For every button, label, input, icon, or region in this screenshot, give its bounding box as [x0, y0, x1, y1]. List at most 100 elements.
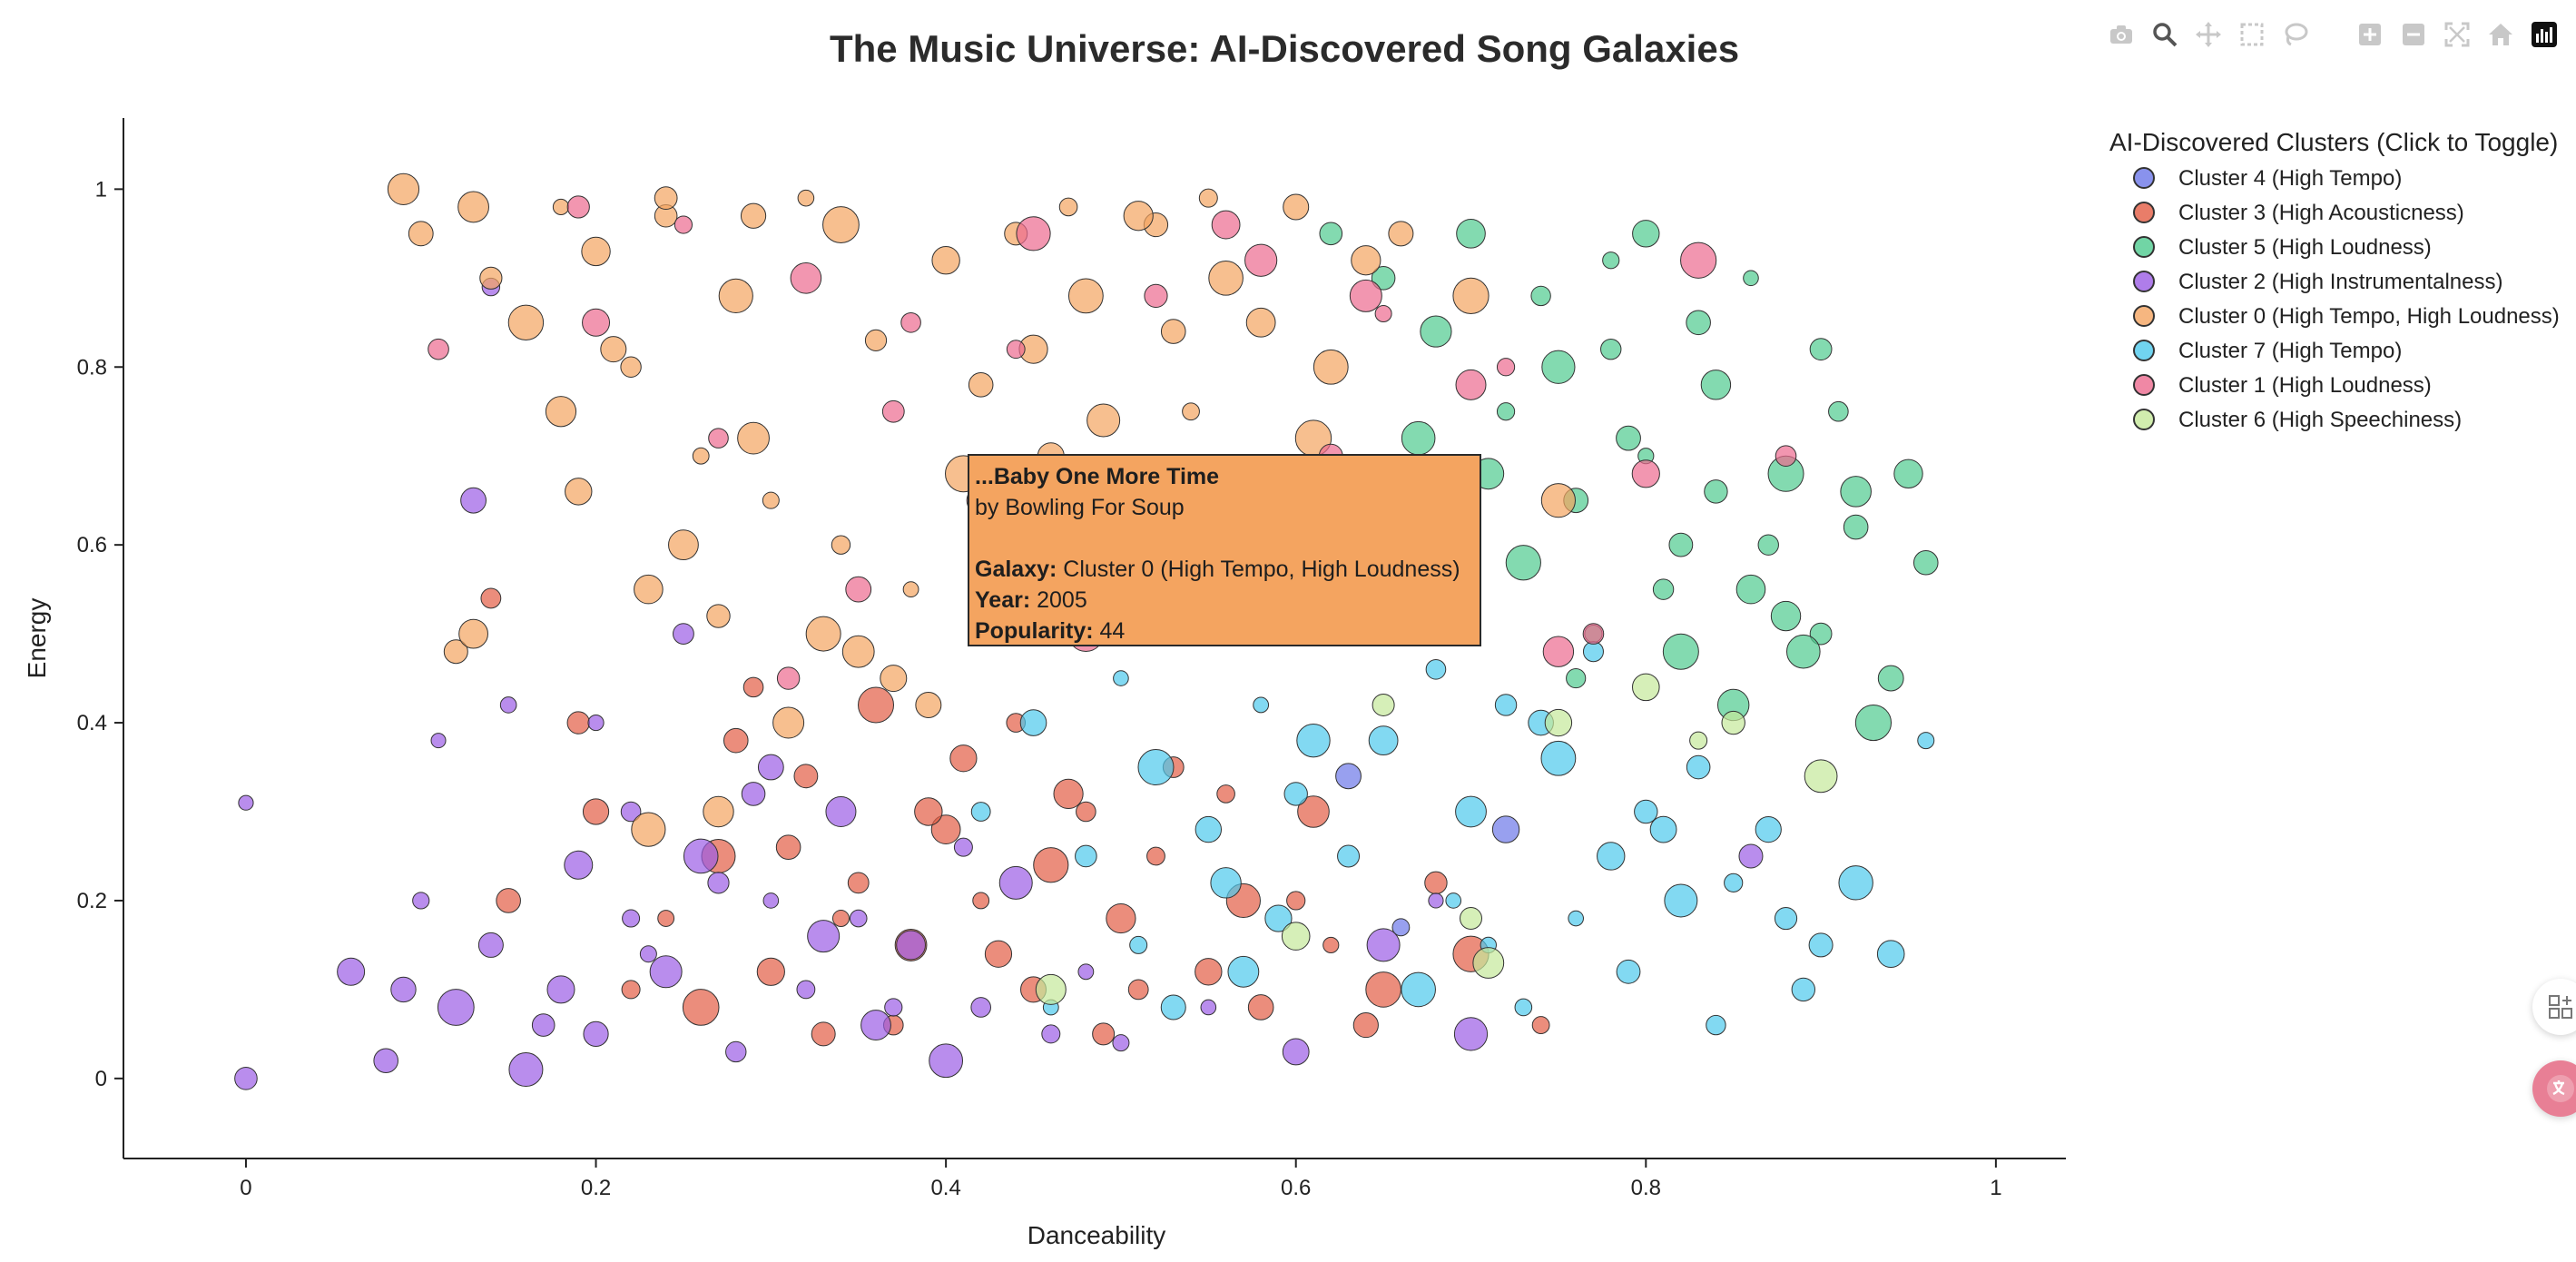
- data-point[interactable]: [1245, 307, 1276, 338]
- pan-icon[interactable]: [2193, 19, 2224, 50]
- data-point[interactable]: [1616, 425, 1641, 451]
- data-point[interactable]: [807, 920, 841, 953]
- data-point[interactable]: [581, 236, 611, 267]
- data-point[interactable]: [1743, 270, 1759, 287]
- data-point[interactable]: [1541, 350, 1576, 384]
- legend-marker[interactable]: [2133, 271, 2155, 292]
- data-point[interactable]: [953, 837, 973, 857]
- data-point[interactable]: [742, 676, 764, 698]
- legend-marker[interactable]: [2133, 409, 2155, 430]
- data-point[interactable]: [831, 535, 851, 555]
- data-point[interactable]: [1689, 731, 1708, 750]
- data-point[interactable]: [1374, 304, 1392, 322]
- data-point[interactable]: [1840, 476, 1872, 508]
- data-point[interactable]: [387, 173, 420, 205]
- data-point[interactable]: [1195, 958, 1223, 986]
- data-point[interactable]: [1700, 370, 1732, 400]
- data-point[interactable]: [915, 691, 942, 718]
- legend-marker[interactable]: [2133, 236, 2155, 258]
- data-point[interactable]: [587, 714, 605, 732]
- camera-icon[interactable]: [2106, 19, 2137, 50]
- data-point[interactable]: [499, 696, 517, 714]
- data-point[interactable]: [1282, 1038, 1310, 1066]
- data-point[interactable]: [741, 782, 766, 806]
- plotly-logo-icon[interactable]: [2529, 19, 2560, 50]
- data-point[interactable]: [723, 727, 749, 754]
- data-point[interactable]: [1092, 1022, 1116, 1046]
- data-point[interactable]: [1530, 285, 1551, 307]
- series-0[interactable]: [1335, 763, 1520, 937]
- data-point[interactable]: [1372, 693, 1395, 716]
- data-point[interactable]: [900, 311, 921, 333]
- data-point[interactable]: [762, 491, 780, 509]
- data-point[interactable]: [1247, 994, 1274, 1020]
- data-point[interactable]: [1735, 574, 1766, 605]
- data-point[interactable]: [725, 1040, 747, 1063]
- data-point[interactable]: [703, 795, 734, 828]
- data-point[interactable]: [1757, 534, 1779, 556]
- lasso-icon[interactable]: [2280, 19, 2311, 50]
- data-point[interactable]: [477, 932, 504, 958]
- data-point[interactable]: [1075, 844, 1097, 868]
- legend-marker[interactable]: [2133, 305, 2155, 327]
- data-point[interactable]: [1602, 251, 1620, 270]
- data-point[interactable]: [858, 686, 895, 724]
- data-point[interactable]: [970, 802, 991, 822]
- data-point[interactable]: [790, 262, 822, 294]
- data-point[interactable]: [1494, 694, 1518, 716]
- data-point[interactable]: [1631, 459, 1660, 488]
- data-point[interactable]: [972, 892, 990, 910]
- data-point[interactable]: [1058, 197, 1078, 217]
- data-point[interactable]: [706, 604, 731, 628]
- data-point[interactable]: [1420, 315, 1452, 348]
- data-point[interactable]: [622, 909, 641, 928]
- data-point[interactable]: [797, 189, 815, 207]
- data-point[interactable]: [805, 616, 841, 652]
- data-point[interactable]: [1216, 784, 1235, 804]
- data-point[interactable]: [1877, 665, 1904, 692]
- data-point[interactable]: [1253, 696, 1270, 714]
- data-point[interactable]: [1582, 641, 1604, 663]
- data-point[interactable]: [1067, 278, 1104, 314]
- data-point[interactable]: [1445, 892, 1462, 909]
- data-point[interactable]: [1208, 261, 1244, 296]
- data-point[interactable]: [1755, 815, 1782, 843]
- data-point[interactable]: [949, 744, 978, 773]
- data-point[interactable]: [1127, 979, 1149, 1001]
- data-point[interactable]: [1106, 902, 1136, 934]
- data-point[interactable]: [825, 796, 857, 827]
- data-point[interactable]: [1917, 732, 1935, 750]
- data-point[interactable]: [234, 1067, 258, 1090]
- data-point[interactable]: [1322, 936, 1340, 954]
- data-point[interactable]: [1668, 532, 1694, 557]
- data-point[interactable]: [1041, 1024, 1061, 1044]
- data-point[interactable]: [707, 872, 730, 894]
- data-point[interactable]: [1137, 749, 1175, 786]
- data-point[interactable]: [657, 910, 675, 927]
- data-point[interactable]: [884, 998, 903, 1017]
- data-point[interactable]: [1283, 193, 1310, 221]
- zoom-out-icon[interactable]: [2398, 19, 2429, 50]
- data-point[interactable]: [1425, 658, 1447, 680]
- data-point[interactable]: [902, 581, 919, 598]
- data-point[interactable]: [1652, 578, 1675, 600]
- data-point[interactable]: [412, 892, 430, 910]
- apps-grid-icon[interactable]: [2532, 979, 2576, 1035]
- data-point[interactable]: [654, 186, 678, 211]
- data-point[interactable]: [390, 976, 417, 1003]
- data-point[interactable]: [1112, 1034, 1130, 1052]
- data-point[interactable]: [1053, 778, 1084, 810]
- data-point[interactable]: [793, 764, 819, 789]
- data-point[interactable]: [756, 957, 785, 986]
- legend-item[interactable]: Cluster 0 (High Tempo, High Loudness): [2133, 304, 2560, 329]
- data-point[interactable]: [1033, 847, 1069, 883]
- data-point[interactable]: [1077, 963, 1095, 981]
- data-point[interactable]: [1352, 1011, 1379, 1039]
- data-point[interactable]: [1366, 928, 1401, 962]
- data-point[interactable]: [796, 980, 816, 1000]
- data-point[interactable]: [1146, 846, 1165, 866]
- data-point[interactable]: [1804, 759, 1838, 794]
- data-point[interactable]: [1198, 188, 1218, 208]
- data-point[interactable]: [1514, 998, 1533, 1017]
